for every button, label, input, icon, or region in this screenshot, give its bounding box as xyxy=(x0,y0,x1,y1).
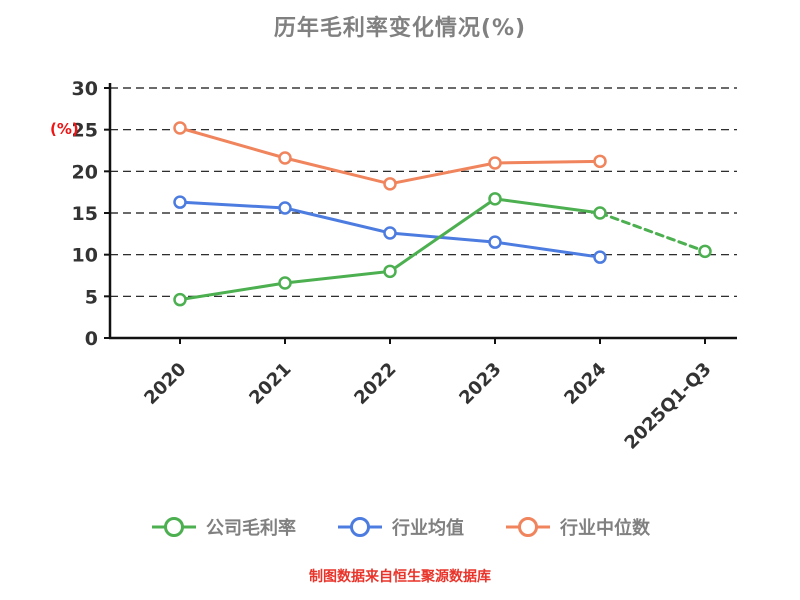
legend-marker-industry-average-icon xyxy=(338,517,382,537)
chart-svg: 0 5 10 15 20 25 30 2020 2021 2022 2023 2024 2025Q1-Q… xyxy=(50,78,737,454)
legend-item-company-margin: 公司毛利率 xyxy=(150,514,296,540)
svg-text:2025Q1-Q3: 2025Q1-Q3 xyxy=(621,359,716,454)
legend-circle xyxy=(164,517,184,537)
legend-circle xyxy=(350,517,370,537)
svg-text:5: 5 xyxy=(85,286,98,308)
legend: 公司毛利率 行业均值 行业中位数 xyxy=(0,514,800,540)
data-source-note: 制图数据来自恒生聚源数据库 xyxy=(309,569,491,585)
svg-text:10: 10 xyxy=(72,245,98,267)
legend-label-industry-average: 行业均值 xyxy=(392,518,464,539)
svg-text:20: 20 xyxy=(72,161,98,183)
legend-label-company-margin: 公司毛利率 xyxy=(206,518,296,539)
legend-circle xyxy=(518,517,538,537)
chart-title: 历年毛利率变化情况(%) xyxy=(273,16,527,41)
legend-label-industry-median: 行业中位数 xyxy=(560,518,650,539)
legend-item-industry-average: 行业均值 xyxy=(336,514,464,540)
legend-marker-industry-median-icon xyxy=(506,517,550,537)
legend-marker-company-margin-icon xyxy=(152,517,196,537)
svg-text:2024: 2024 xyxy=(560,359,610,409)
legend-item-industry-median: 行业中位数 xyxy=(504,514,650,540)
svg-text:0: 0 xyxy=(85,328,98,350)
svg-text:30: 30 xyxy=(72,78,98,100)
svg-text:2021: 2021 xyxy=(245,359,295,409)
svg-text:2023: 2023 xyxy=(455,359,505,409)
svg-text:2022: 2022 xyxy=(350,359,400,409)
svg-text:25: 25 xyxy=(72,120,98,142)
svg-text:(%): (%) xyxy=(50,120,79,138)
svg-text:15: 15 xyxy=(72,203,98,225)
svg-text:2020: 2020 xyxy=(140,359,190,409)
